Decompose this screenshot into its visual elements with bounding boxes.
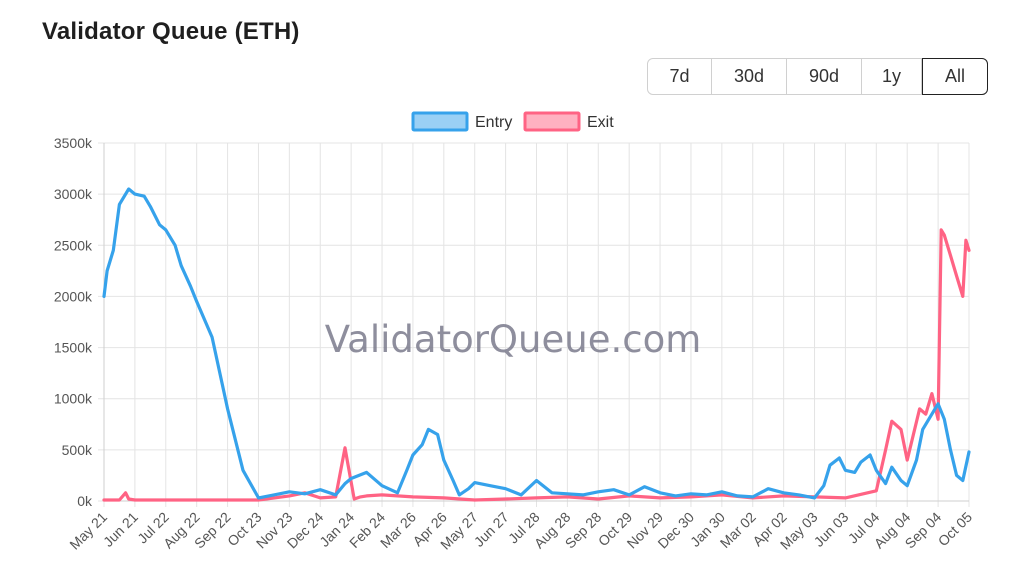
legend-exit-swatch[interactable] (523, 111, 581, 132)
x-tick-label: Mar 26 (377, 509, 419, 551)
page-title: Validator Queue (ETH) (42, 18, 300, 45)
range-1y-button[interactable]: 1y (862, 59, 922, 94)
y-axis: 0k 500k 1000k 1500k 2000k 2500k 3000k 3500k (54, 135, 105, 509)
x-tick-label: Jun 21 (100, 509, 141, 550)
range-all-button[interactable]: All (922, 58, 988, 95)
y-tick-label: 0k (77, 493, 93, 509)
y-tick-label: 2000k (54, 288, 93, 304)
y-tick-label: 500k (62, 442, 93, 458)
legend-exit-label[interactable]: Exit (587, 114, 614, 131)
x-tick-label: Jun 03 (811, 509, 852, 550)
range-90d-button[interactable]: 90d (787, 59, 862, 94)
series-line-entry (102, 187, 971, 500)
legend-entry-label[interactable]: Entry (475, 114, 512, 131)
x-tick-label: Mar 02 (717, 509, 759, 551)
time-range-selector: 7d 30d 90d 1y All (647, 58, 988, 95)
y-tick-label: 3000k (54, 186, 93, 202)
chart-legend: Entry Exit (411, 111, 614, 132)
range-30d-button[interactable]: 30d (712, 59, 787, 94)
y-tick-label: 1500k (54, 340, 93, 356)
x-tick-label: Jun 27 (471, 509, 512, 550)
series-line-exit (102, 228, 971, 502)
legend-entry-swatch[interactable] (411, 111, 469, 132)
x-tick-label: May 21 (66, 509, 110, 553)
chart-series (102, 187, 971, 502)
y-tick-label: 3500k (54, 135, 93, 151)
y-tick-label: 2500k (54, 237, 93, 253)
y-tick-label: 1000k (54, 391, 93, 407)
watermark-text: ValidatorQueue.com (325, 318, 702, 361)
x-tick-label: Oct 05 (935, 509, 976, 550)
range-7d-button[interactable]: 7d (648, 59, 712, 94)
